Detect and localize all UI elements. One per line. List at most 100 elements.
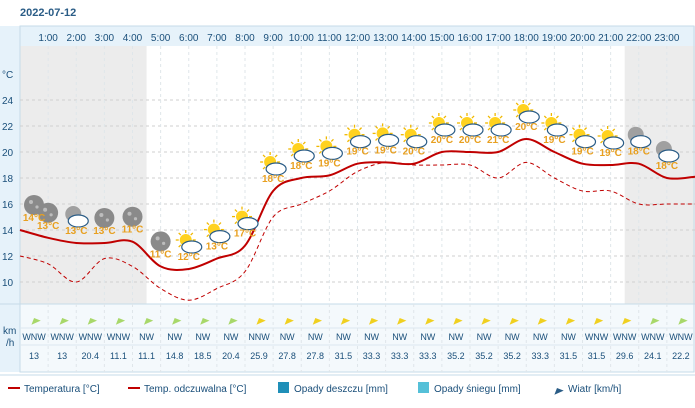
- sun-ray: [600, 140, 604, 144]
- sun-ray: [178, 244, 182, 248]
- wind-arrow-icon: [397, 311, 407, 325]
- temp-data-label: 21°C: [487, 135, 509, 146]
- night-cloud-icon: [65, 206, 89, 228]
- wind-arrow-icon: [59, 311, 69, 325]
- wind-arrow-icon: [565, 311, 576, 325]
- hour-label: 10:00: [289, 33, 314, 44]
- wind-speed: 18.5: [194, 351, 212, 361]
- cloud-shape: [181, 240, 203, 254]
- wind-speed: 31.5: [560, 351, 578, 361]
- hour-label: 14:00: [401, 33, 426, 44]
- temp-labels-layer: 14°C13°C 13°C 13°C 11°C11°C 12°C13°C17°C18°C…: [23, 122, 678, 263]
- wind-direction: NW: [223, 332, 238, 342]
- temp-data-label: 12°C: [178, 252, 200, 263]
- cloud-shape: [658, 149, 680, 163]
- wind-speed: 33.3: [419, 351, 437, 361]
- cloud-shape: [293, 149, 315, 163]
- wind-speed: 31.5: [588, 351, 606, 361]
- wind-arrow-shape: [481, 311, 491, 325]
- sun-ray: [346, 139, 351, 143]
- weather-icons-layer: [24, 100, 680, 254]
- moon-disc: [38, 202, 59, 223]
- wind-direction: NW: [167, 332, 182, 342]
- wind-speed: 25.9: [250, 351, 268, 361]
- temp-data-label: 13°C: [65, 226, 87, 237]
- hour-label: 3:00: [95, 33, 115, 44]
- cloud-shape: [490, 123, 512, 137]
- cloud-shape: [630, 135, 652, 149]
- wind-speed: 11.1: [110, 351, 127, 361]
- hour-label: 23:00: [654, 33, 679, 44]
- wind-arrow-shape: [115, 311, 126, 325]
- temp-data-label: 18°C: [656, 161, 678, 172]
- wind-arrow-shape: [509, 311, 519, 325]
- y-tick-label: 22: [2, 122, 14, 133]
- partly-cloudy-icon: [513, 100, 540, 124]
- hour-label: 8:00: [235, 33, 255, 44]
- hour-label: 2:00: [67, 33, 87, 44]
- wind-arrow-shape: [143, 311, 154, 325]
- wind-arrow-shape: [397, 311, 407, 325]
- sun-ray: [234, 221, 238, 225]
- temperature-line: [19, 137, 695, 271]
- wind-arrow-icon: [453, 311, 463, 325]
- sun-ray: [612, 128, 616, 132]
- sun-ray: [499, 115, 503, 119]
- sun-ray: [262, 154, 266, 158]
- temp-data-label: 19°C: [374, 145, 396, 156]
- legend-label-temp: Temperatura [°C]: [24, 384, 100, 395]
- sun-ray: [178, 232, 182, 236]
- sun-ray: [555, 115, 559, 119]
- hour-label: 6:00: [179, 33, 199, 44]
- wind-arrow-icon: [284, 311, 294, 325]
- cloud-shape: [209, 230, 231, 244]
- sun-ray: [543, 127, 547, 131]
- cloud-shape: [265, 162, 287, 176]
- partly-cloudy-icon: [316, 136, 343, 160]
- wind-direction: NW: [195, 332, 210, 342]
- wind-direction: WNW: [585, 332, 609, 342]
- cloud-shape: [603, 136, 625, 150]
- wind-speed: 24.1: [644, 351, 662, 361]
- partly-cloudy-icon: [457, 113, 484, 137]
- wind-arrow-icon: [678, 311, 688, 325]
- wind-direction: WNW: [50, 332, 74, 342]
- temp-data-label: 19°C: [318, 158, 340, 169]
- night-moon-icon: [150, 231, 171, 252]
- temp-data-label: 20°C: [515, 122, 537, 133]
- wind-speed: 29.6: [616, 351, 634, 361]
- sun-ray: [459, 127, 463, 131]
- wind-direction: WNW: [22, 332, 46, 342]
- sun-ray: [459, 115, 463, 119]
- wind-direction: WNW: [79, 332, 103, 342]
- sun-ray: [318, 150, 322, 154]
- legend-wind-icon: [554, 381, 564, 395]
- sun-ray: [346, 127, 351, 131]
- sun-ray: [387, 125, 391, 129]
- wind-speed: 33.3: [363, 351, 381, 361]
- wind-direction: NW: [139, 332, 154, 342]
- sun-ray: [274, 154, 278, 158]
- sun-ray: [190, 232, 194, 236]
- moon-crater: [49, 213, 53, 217]
- date-title: 2022-07-12: [20, 7, 76, 19]
- wind-arrow-icon: [172, 311, 182, 325]
- night-cloud-icon: [627, 126, 652, 149]
- wind-direction: NW: [308, 332, 323, 342]
- temp-data-label: 19°C: [543, 135, 565, 146]
- moon-disc: [122, 206, 143, 227]
- wind-direction: WNW: [107, 332, 131, 342]
- wind-arrow-shape: [593, 311, 604, 325]
- hour-label: 21:00: [598, 33, 623, 44]
- legend-swatch-rain: [278, 382, 289, 393]
- partly-cloudy-icon: [203, 219, 231, 244]
- sun-ray: [515, 114, 519, 118]
- hour-label: 13:00: [373, 33, 398, 44]
- hour-label: 17:00: [486, 33, 511, 44]
- night-moon-icon: [38, 202, 59, 223]
- wind-arrow-icon: [256, 311, 266, 325]
- legend-label-feels: Temp. odczuwalna [°C]: [144, 384, 247, 395]
- sun-ray: [234, 209, 238, 213]
- wind-arrow-shape: [453, 311, 463, 325]
